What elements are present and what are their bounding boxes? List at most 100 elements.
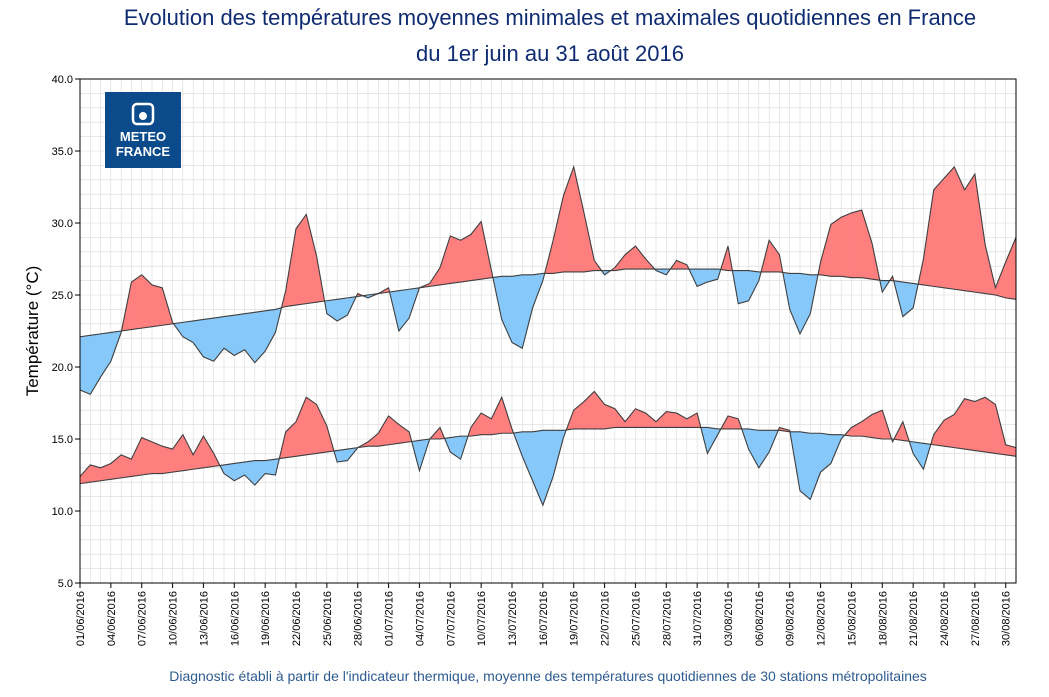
chart-title-line2: du 1er juin au 31 août 2016 xyxy=(416,41,684,66)
x-tick-label: 13/07/2016 xyxy=(507,591,519,646)
y-tick-label: 35.0 xyxy=(52,146,73,158)
tmin-anomaly-segment xyxy=(141,437,153,476)
x-tick-label: 10/07/2016 xyxy=(476,591,488,646)
y-tick-label: 10.0 xyxy=(52,506,73,518)
x-tick-label: 04/06/2016 xyxy=(106,591,118,646)
x-tick-label: 10/06/2016 xyxy=(168,591,180,646)
tmax-anomaly-segment xyxy=(192,319,204,358)
x-tick-label: 03/08/2016 xyxy=(723,591,735,646)
tmax-anomaly-segment xyxy=(306,214,317,304)
chart-footer: Diagnostic établi à partir de l'indicate… xyxy=(169,668,927,684)
meteo-france-logo: METEO FRANCE xyxy=(105,92,181,168)
tmin-anomaly-segment xyxy=(223,463,235,482)
tmax-anomaly-segment xyxy=(203,317,214,362)
tmax-anomaly-segment xyxy=(131,274,142,330)
tmax-anomaly-segment xyxy=(830,216,842,277)
tmin-anomaly-segment xyxy=(316,404,328,454)
x-tick-label: 18/08/2016 xyxy=(877,591,889,646)
tmin-anomaly-segment xyxy=(758,430,770,469)
tmax-anomaly-segment xyxy=(923,189,934,287)
tmax-anomaly-segment xyxy=(573,166,585,273)
tmax-anomaly-segment xyxy=(851,209,862,278)
x-tick-label: 25/06/2016 xyxy=(322,591,334,646)
tmin-anomaly-segment xyxy=(810,432,821,500)
tmin-normal-line xyxy=(79,426,1017,485)
x-tick-label: 09/08/2016 xyxy=(785,591,797,646)
tmin-anomaly-segment xyxy=(398,424,410,444)
tmax-anomaly-segment xyxy=(244,311,256,364)
x-tick-label: 28/07/2016 xyxy=(661,591,673,646)
x-tick-label: 28/06/2016 xyxy=(353,591,365,646)
tmax-anomaly-segment xyxy=(995,261,1006,299)
x-tick-label: 30/08/2016 xyxy=(1001,591,1013,646)
plot-frame xyxy=(79,78,1017,584)
tmax-anomaly-segment xyxy=(501,276,513,343)
tmin-anomaly-segment xyxy=(542,430,554,506)
x-tick-label: 21/08/2016 xyxy=(908,591,920,646)
tmax-anomaly-segment xyxy=(861,209,873,280)
logo-line1: METEO xyxy=(120,129,166,144)
tmin-anomaly-segment xyxy=(264,458,276,476)
tmin-anomaly-segment xyxy=(851,421,862,437)
tmax-anomaly-segment xyxy=(624,245,636,270)
tmin-anomaly-segment xyxy=(984,396,996,454)
tmax-normal-line xyxy=(79,268,1017,338)
tmin-anomaly-segment xyxy=(820,432,832,473)
tmin-anomaly-segment xyxy=(306,396,317,456)
tmin-anomaly-segment xyxy=(748,428,760,468)
tmax-observed-line xyxy=(79,164,1017,396)
x-tick-label: 06/08/2016 xyxy=(754,591,766,646)
tmax-anomaly-segment xyxy=(840,212,852,279)
tmax-anomaly-segment xyxy=(234,313,245,356)
x-tick-label: 19/07/2016 xyxy=(569,591,581,646)
anomaly-areas xyxy=(79,166,1017,506)
y-axis: 5.0 10.0 15.0 20.0 25.0 30.0 35.0 40.0 xyxy=(52,74,80,590)
tmax-anomaly-segment xyxy=(748,270,760,301)
x-tick-label: 04/07/2016 xyxy=(414,591,426,646)
x-tick-label: 15/08/2016 xyxy=(846,591,858,646)
x-tick-label: 01/07/2016 xyxy=(384,591,396,646)
tmin-anomaly-segment xyxy=(666,411,677,428)
x-tick-label: 24/08/2016 xyxy=(939,591,951,646)
tmax-anomaly-segment xyxy=(789,273,801,334)
y-axis-label: Température (°C) xyxy=(23,266,42,397)
tmin-anomaly-segment xyxy=(172,433,184,473)
x-tick-label: 19/06/2016 xyxy=(260,591,272,646)
tmax-anomaly-segment xyxy=(820,224,832,277)
x-tick-label: 07/07/2016 xyxy=(445,591,457,646)
tmax-anomaly-segment xyxy=(1005,237,1017,300)
tmin-anomaly-segment xyxy=(974,396,986,453)
tmax-anomaly-segment xyxy=(254,310,266,364)
tmax-anomaly-segment xyxy=(151,284,163,327)
x-tick-label: 13/06/2016 xyxy=(198,591,210,646)
tmax-anomaly-segment xyxy=(943,166,955,290)
tmin-anomaly-segment xyxy=(203,435,214,469)
tmax-anomaly-segment xyxy=(964,173,976,293)
x-tick-label: 31/07/2016 xyxy=(692,591,704,646)
tmax-anomaly-segment xyxy=(264,309,276,352)
x-tick-label: 25/07/2016 xyxy=(630,591,642,646)
tmax-anomaly-segment xyxy=(676,260,688,270)
grid xyxy=(79,78,1017,584)
logo-line2: FRANCE xyxy=(116,144,170,159)
tmax-anomaly-segment xyxy=(511,274,523,349)
x-tick-label: 22/06/2016 xyxy=(291,591,303,646)
tmax-anomaly-segment xyxy=(450,235,461,284)
tmin-anomaly-segment xyxy=(799,431,811,501)
y-tick-label: 40.0 xyxy=(52,74,73,86)
x-tick-label: 12/08/2016 xyxy=(816,591,828,646)
tmin-anomaly-segment xyxy=(254,460,266,486)
tmax-anomaly-segment xyxy=(522,274,533,349)
tmin-anomaly-segment xyxy=(244,460,256,486)
chart-title-line1: Evolution des températures moyennes mini… xyxy=(123,5,977,30)
x-tick-label: 16/07/2016 xyxy=(538,591,550,646)
tmax-anomaly-segment xyxy=(768,239,780,273)
tmin-observed-line xyxy=(79,390,1017,507)
x-tick-label: 22/07/2016 xyxy=(600,591,612,646)
tmax-anomaly-segment xyxy=(902,281,914,318)
y-tick-label: 5.0 xyxy=(58,578,73,590)
y-tick-label: 15.0 xyxy=(52,434,73,446)
x-tick-label: 07/06/2016 xyxy=(137,591,149,646)
tmax-anomaly-segment xyxy=(933,177,945,289)
